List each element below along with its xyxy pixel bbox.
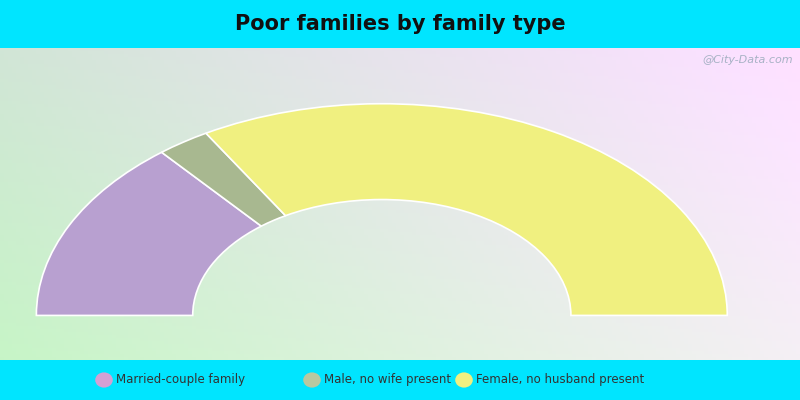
Wedge shape — [206, 104, 727, 316]
Ellipse shape — [455, 372, 473, 388]
Text: Poor families by family type: Poor families by family type — [234, 14, 566, 34]
Text: Male, no wife present: Male, no wife present — [324, 374, 451, 386]
Wedge shape — [36, 152, 262, 316]
Text: Married-couple family: Married-couple family — [116, 374, 245, 386]
Text: Female, no husband present: Female, no husband present — [476, 374, 644, 386]
Ellipse shape — [95, 372, 113, 388]
Text: @City-Data.com: @City-Data.com — [702, 55, 793, 65]
Wedge shape — [162, 133, 286, 226]
Ellipse shape — [303, 372, 321, 388]
